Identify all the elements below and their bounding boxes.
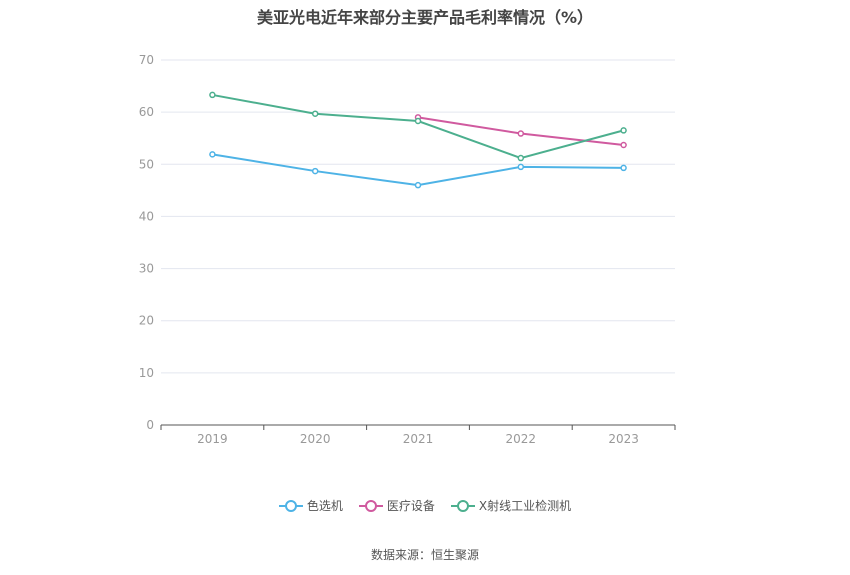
x-tick-label: 2022	[506, 432, 537, 446]
legend-swatch	[358, 499, 383, 512]
series-line	[212, 93, 624, 160]
y-tick-label: 30	[139, 262, 154, 276]
data-point[interactable]	[209, 151, 216, 158]
legend-label: 色选机	[306, 499, 343, 513]
grid-lines	[161, 59, 675, 374]
x-tick-label: 2021	[403, 432, 434, 446]
x-tick-label: 2019	[197, 432, 228, 446]
legend-item[interactable]: 色选机	[278, 497, 343, 514]
data-point[interactable]	[414, 117, 422, 125]
data-point[interactable]	[620, 164, 627, 172]
y-tick-label: 20	[139, 314, 154, 328]
legend-item[interactable]: 医疗设备	[358, 497, 435, 514]
series-1	[414, 114, 627, 149]
data-point[interactable]	[311, 167, 319, 175]
x-tick-label: 2023	[608, 432, 639, 446]
legend-swatch	[278, 499, 303, 512]
series-2	[209, 91, 627, 162]
data-point[interactable]	[517, 163, 525, 171]
y-tick-label: 50	[139, 157, 154, 171]
legend: 色选机 医疗设备 X射线工业检测机	[0, 497, 850, 514]
y-tick-label: 70	[139, 53, 154, 67]
line-chart: 0 10 20 30 40 50 60 70 2019 2020 2021 2022 2023	[139, 53, 676, 446]
legend-item[interactable]: X射线工业检测机	[450, 497, 572, 514]
y-tick-label: 40	[139, 209, 154, 223]
data-point[interactable]	[620, 127, 627, 134]
legend-label: 医疗设备	[386, 499, 435, 513]
x-tick-label: 2020	[300, 432, 331, 446]
y-tick-label: 10	[139, 366, 154, 380]
y-tick-label: 0	[146, 418, 154, 432]
series-lines	[209, 91, 627, 189]
data-point[interactable]	[517, 130, 525, 137]
data-point[interactable]	[517, 154, 525, 162]
data-point[interactable]	[414, 181, 422, 189]
axes: 0 10 20 30 40 50 60 70 2019 2020 2021 2022 2023	[139, 53, 676, 446]
data-point[interactable]	[311, 110, 319, 117]
series-0	[209, 151, 627, 189]
data-point[interactable]	[209, 91, 216, 99]
y-tick-label: 60	[139, 105, 154, 119]
legend-label: X射线工业检测机	[478, 499, 572, 513]
series-line	[212, 153, 624, 187]
data-source: 数据来源：恒生聚源	[370, 548, 479, 562]
legend-swatch	[450, 499, 475, 512]
chart-title: 美亚光电近年来部分主要产品毛利率情况（%）	[256, 8, 594, 27]
data-point[interactable]	[620, 141, 627, 149]
